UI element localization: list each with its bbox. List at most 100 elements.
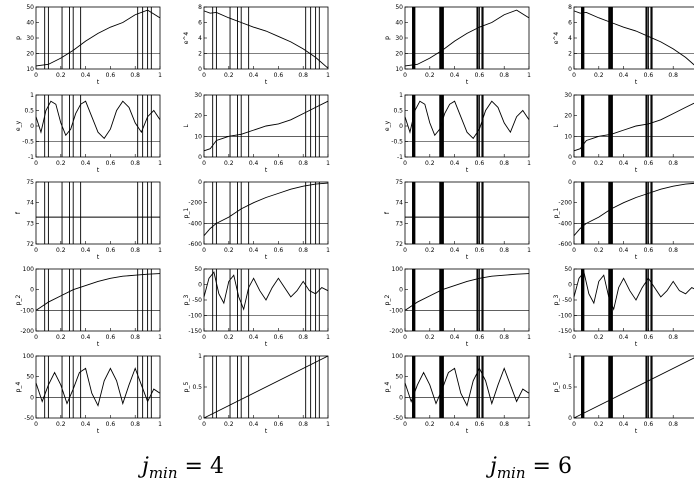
panel-1-1: 0 10 20 30 0 0.2 0.4 0.6 0.8 1 t L	[183, 92, 330, 174]
y-axis-label: p_5	[183, 382, 190, 393]
y-tick-label: -100	[558, 313, 572, 320]
y-axis-label: f	[384, 211, 391, 214]
panel-1-3: -150 -100 -50 0 50 0 0.2 0.4 0.6 0.8 1 t p_3	[183, 266, 330, 348]
x-tick-label: 0.4	[619, 160, 629, 167]
y-tick-label: 0	[568, 66, 572, 73]
y-tick-label: 2	[568, 51, 572, 58]
x-tick-label: 0.8	[499, 247, 509, 254]
y-axis-label: p_1	[183, 208, 190, 219]
caption-left: jmin = 4	[142, 454, 224, 482]
x-tick-label: 0.6	[644, 247, 654, 254]
series-line	[404, 100, 530, 140]
x-tick-label: 0	[34, 72, 38, 79]
y-tick-label: 50	[26, 4, 34, 11]
y-tick-label: -600	[188, 241, 202, 248]
y-tick-label: 1	[198, 353, 202, 360]
series-line	[404, 273, 530, 311]
y-tick-label: 50	[194, 266, 202, 273]
y-tick-label: -400	[188, 220, 202, 227]
y-axis-label: p_1	[553, 208, 560, 219]
x-tick-label: 0.2	[425, 334, 435, 341]
series-line	[35, 9, 161, 67]
x-tick-label: 1	[158, 160, 162, 167]
y-axis-label: p_2	[384, 295, 391, 306]
series-line	[35, 100, 161, 140]
series-line	[573, 182, 694, 237]
axes-frame	[573, 6, 694, 70]
axes-frame	[404, 6, 530, 70]
x-tick-label: 1	[326, 421, 330, 428]
x-tick-label: 1	[527, 334, 531, 341]
y-tick-label: 0	[568, 179, 572, 186]
x-tick-label: 0	[34, 160, 38, 167]
panel-1-4: 0 0.5 1 0 0.2 0.4 0.6 0.8 1 t p_5	[183, 353, 330, 435]
caption-right: jmin = 6	[490, 454, 572, 482]
y-tick-label: 0	[399, 394, 403, 401]
x-axis-label: t	[635, 254, 638, 261]
series-line	[203, 355, 329, 419]
x-tick-label: 0.4	[450, 160, 460, 167]
y-tick-label: 0	[30, 287, 34, 294]
y-tick-label: 30	[564, 92, 572, 99]
panel-1-0: 0 2 4 6 8 0 0.2 0.4 0.6 0.8 1 t e^4	[183, 4, 330, 86]
x-tick-label: 0.2	[56, 160, 66, 167]
x-tick-label: 1	[158, 421, 162, 428]
x-tick-label: 0.8	[130, 334, 140, 341]
axes-frame	[35, 355, 161, 419]
y-tick-label: 20	[564, 113, 572, 120]
y-tick-label: -600	[558, 241, 572, 248]
x-tick-label: 0.4	[619, 72, 629, 79]
x-axis-label: t	[635, 167, 638, 174]
x-tick-label: 0.6	[475, 334, 485, 341]
y-axis-label: f	[15, 211, 22, 214]
x-tick-label: 0.4	[81, 72, 91, 79]
x-tick-label: 0.8	[298, 160, 308, 167]
y-tick-label: 8	[198, 4, 202, 11]
x-tick-label: 0	[34, 334, 38, 341]
y-tick-label: 74	[26, 200, 34, 207]
x-tick-label: 0.8	[130, 160, 140, 167]
x-tick-label: 1	[326, 160, 330, 167]
x-tick-label: 0.8	[499, 334, 509, 341]
x-axis-label: t	[265, 79, 268, 86]
axes-frame	[404, 94, 530, 158]
y-tick-label: 0	[399, 287, 403, 294]
y-tick-label: 6	[568, 20, 572, 27]
x-tick-label: 0	[202, 247, 206, 254]
x-tick-label: 1	[527, 160, 531, 167]
y-tick-label: 10	[564, 133, 572, 140]
x-tick-label: 0	[202, 160, 206, 167]
series-line	[404, 367, 530, 407]
x-tick-label: 0.4	[81, 247, 91, 254]
y-tick-label: 0	[399, 123, 403, 130]
x-tick-label: 0.4	[81, 160, 91, 167]
y-tick-label: -1	[397, 154, 403, 161]
y-tick-label: 0	[568, 154, 572, 161]
y-tick-label: -50	[393, 415, 403, 422]
y-axis-label: p	[15, 36, 22, 40]
y-tick-label: 1	[399, 92, 403, 99]
x-axis-label: t	[635, 79, 638, 86]
y-axis-label: e_y	[384, 120, 391, 131]
y-tick-label: 4	[198, 35, 202, 42]
y-tick-label: 100	[392, 353, 404, 360]
y-axis-label: p	[384, 36, 391, 40]
y-tick-label: -0.5	[391, 139, 403, 146]
x-tick-label: 0	[572, 421, 576, 428]
y-tick-label: -400	[558, 220, 572, 227]
x-tick-label: 0.8	[668, 334, 678, 341]
axes-frame	[573, 181, 694, 245]
y-axis-label: e^4	[183, 32, 190, 45]
y-tick-label: 73	[26, 220, 34, 227]
y-tick-label: 1	[568, 353, 572, 360]
x-tick-label: 0.8	[298, 334, 308, 341]
x-axis-label: t	[466, 428, 469, 435]
x-tick-label: 0.2	[224, 247, 234, 254]
x-tick-label: 0.2	[425, 421, 435, 428]
x-axis-label: t	[97, 254, 100, 261]
y-tick-label: 72	[26, 241, 34, 248]
